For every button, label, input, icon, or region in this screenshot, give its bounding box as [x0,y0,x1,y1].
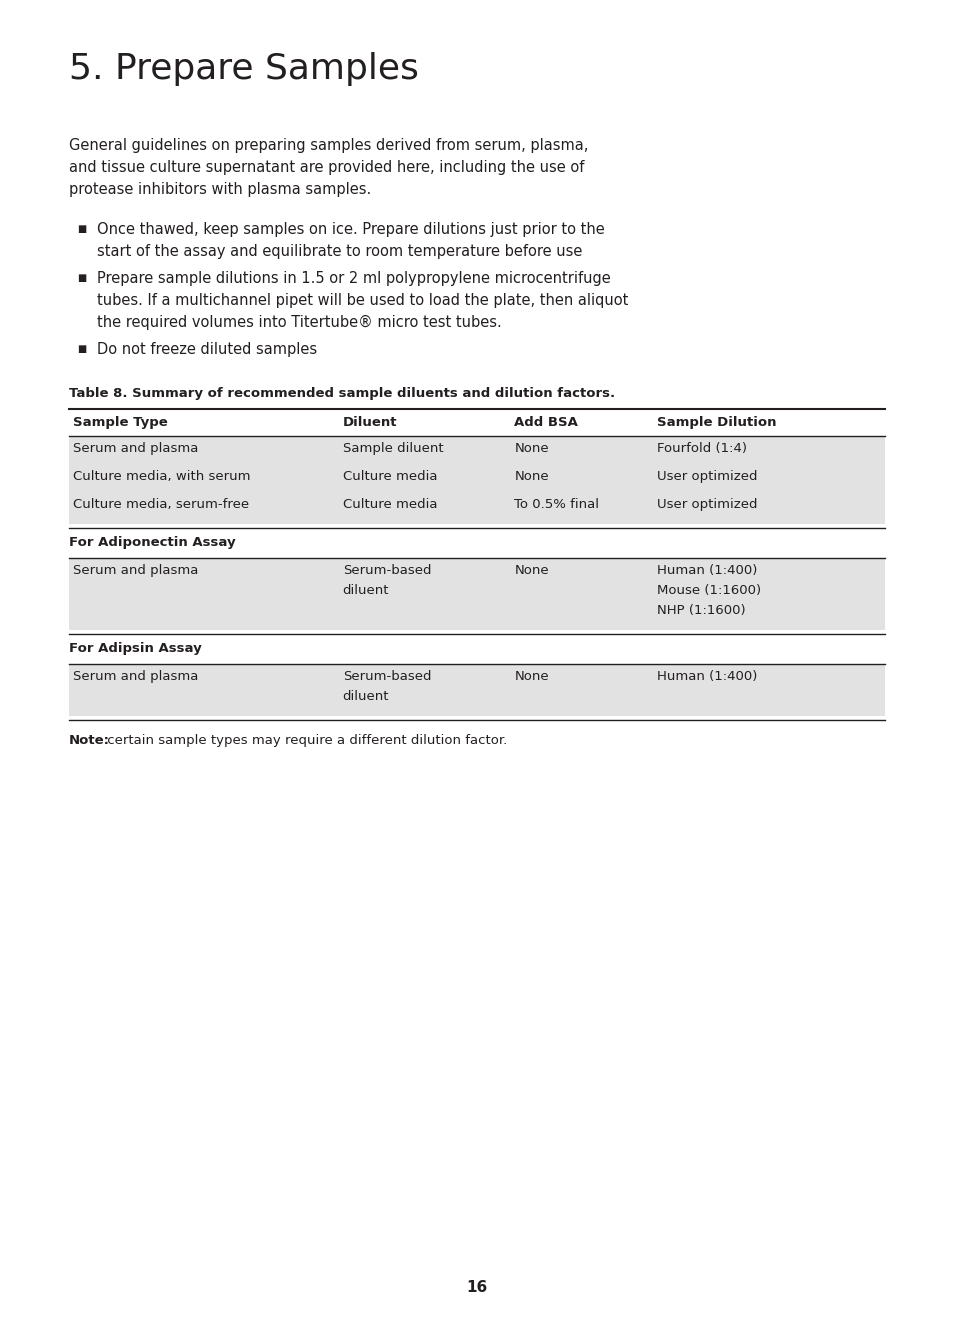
Text: Serum-based: Serum-based [342,669,431,683]
Text: Mouse (1:1600): Mouse (1:1600) [657,584,760,597]
Text: For Adiponectin Assay: For Adiponectin Assay [69,536,235,549]
Text: Culture media, serum-free: Culture media, serum-free [72,498,249,510]
Text: Do not freeze diluted samples: Do not freeze diluted samples [96,342,316,357]
Text: Serum and plasma: Serum and plasma [72,442,198,456]
Text: Diluent: Diluent [342,415,396,429]
Text: diluent: diluent [342,584,389,597]
Text: and tissue culture supernatant are provided here, including the use of: and tissue culture supernatant are provi… [69,160,583,175]
Text: Human (1:400): Human (1:400) [657,669,757,683]
Text: ■: ■ [76,343,86,354]
Text: Prepare sample dilutions in 1.5 or 2 ml polypropylene microcentrifuge: Prepare sample dilutions in 1.5 or 2 ml … [96,271,610,286]
Text: None: None [514,470,548,484]
Text: General guidelines on preparing samples derived from serum, plasma,: General guidelines on preparing samples … [69,138,587,154]
Text: Note:: Note: [69,733,110,747]
Text: Fourfold (1:4): Fourfold (1:4) [657,442,747,456]
Text: Table 8. Summary of recommended sample diluents and dilution factors.: Table 8. Summary of recommended sample d… [69,387,614,399]
Text: 16: 16 [466,1280,487,1295]
Text: the required volumes into Titertube® micro test tubes.: the required volumes into Titertube® mic… [96,315,501,330]
Text: 5. Prepare Samples: 5. Prepare Samples [69,52,418,86]
Text: Human (1:400): Human (1:400) [657,564,757,577]
Text: Add BSA: Add BSA [514,415,578,429]
Text: Serum and plasma: Serum and plasma [72,564,198,577]
Text: Once thawed, keep samples on ice. Prepare dilutions just prior to the: Once thawed, keep samples on ice. Prepar… [96,222,604,236]
Text: Sample Dilution: Sample Dilution [657,415,776,429]
Text: User optimized: User optimized [657,498,758,510]
Text: None: None [514,442,548,456]
Text: For Adipsin Assay: For Adipsin Assay [69,643,201,655]
Text: None: None [514,564,548,577]
Text: Culture media: Culture media [342,498,436,510]
Text: start of the assay and equilibrate to room temperature before use: start of the assay and equilibrate to ro… [96,244,581,259]
Bar [69,558,884,631]
Text: User optimized: User optimized [657,470,758,484]
Text: Sample Type: Sample Type [72,415,168,429]
Text: certain sample types may require a different dilution factor.: certain sample types may require a diffe… [103,733,506,747]
Text: Serum and plasma: Serum and plasma [72,669,198,683]
Bar [69,436,884,524]
Text: None: None [514,669,548,683]
Bar [69,664,884,716]
Text: To 0.5% final: To 0.5% final [514,498,598,510]
Text: protease inhibitors with plasma samples.: protease inhibitors with plasma samples. [69,182,371,196]
Text: Culture media, with serum: Culture media, with serum [72,470,250,484]
Text: Serum-based: Serum-based [342,564,431,577]
Text: NHP (1:1600): NHP (1:1600) [657,604,745,617]
Text: diluent: diluent [342,689,389,703]
Text: Sample diluent: Sample diluent [342,442,443,456]
Text: ■: ■ [76,273,86,283]
Text: Culture media: Culture media [342,470,436,484]
Text: ■: ■ [76,224,86,234]
Text: tubes. If a multichannel pipet will be used to load the plate, then aliquot: tubes. If a multichannel pipet will be u… [96,293,627,309]
